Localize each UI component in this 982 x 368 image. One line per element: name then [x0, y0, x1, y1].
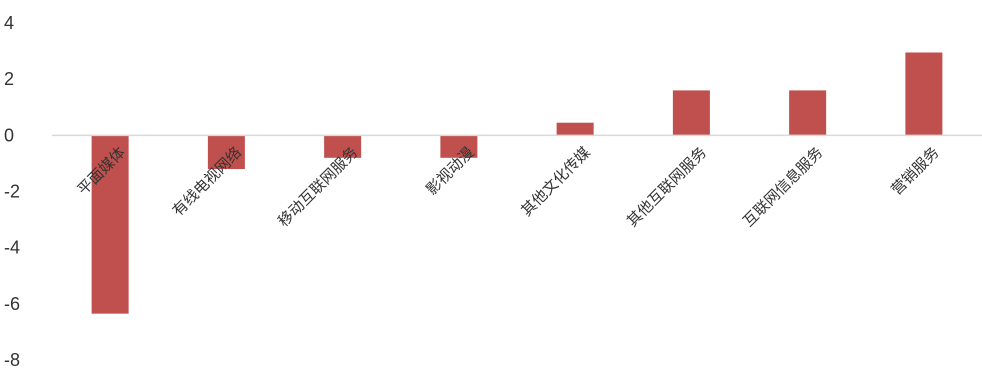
- category-label: 营销服务: [887, 143, 942, 198]
- category-label: 有线电视网络: [169, 143, 245, 219]
- y-tick-label: 4: [4, 13, 14, 33]
- y-tick-label: -2: [4, 182, 20, 202]
- y-tick-label: 2: [4, 69, 14, 89]
- bar: [91, 135, 129, 314]
- y-axis-ticks: 4 2 0 -2 -4 -6 -8: [4, 13, 20, 368]
- bars: [91, 52, 943, 314]
- y-tick-label: -4: [4, 238, 20, 258]
- category-labels: 平面媒体 有线电视网络 移动互联网服务 影视动漫 其他文化传媒 其他互联网服务 互联网信息服…: [74, 143, 943, 230]
- bar: [672, 90, 710, 136]
- bar: [440, 135, 478, 158]
- bar: [905, 52, 943, 136]
- category-label: 其他文化传媒: [517, 143, 593, 219]
- category-label: 移动互联网服务: [274, 143, 361, 230]
- bar: [556, 122, 594, 136]
- category-label: 互联网信息服务: [739, 143, 826, 230]
- bar: [207, 135, 245, 170]
- y-tick-label: -6: [4, 294, 20, 314]
- y-tick-label: -8: [4, 350, 20, 368]
- category-label: 其他互联网服务: [623, 143, 710, 230]
- bar: [789, 90, 827, 136]
- y-tick-label: 0: [4, 125, 14, 145]
- bar: [324, 135, 362, 158]
